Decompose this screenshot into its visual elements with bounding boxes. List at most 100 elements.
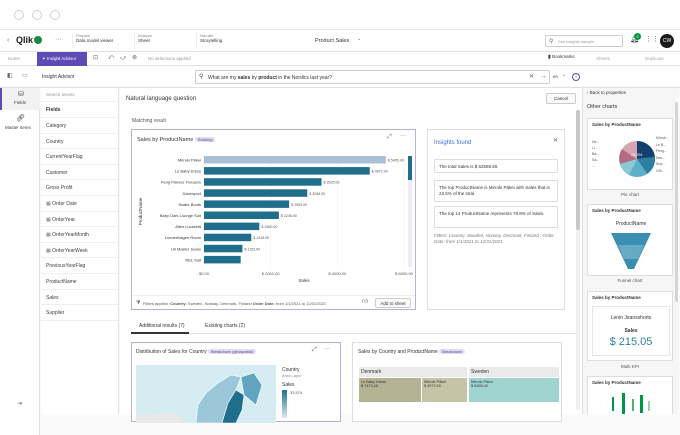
pie-label: Le B... <box>656 142 667 147</box>
multi-kpi-card[interactable]: Sales by ProductName Lenin Jeansshorts S… <box>587 291 673 361</box>
insight-advisor-label: Insight Advisor <box>42 74 75 80</box>
window-close-dot[interactable] <box>14 10 24 20</box>
field-item[interactable]: Sales <box>41 290 118 306</box>
chevron-left-icon: ‹ <box>587 90 590 95</box>
info-icon[interactable]: i <box>572 73 580 81</box>
expand-icon[interactable]: ⤢ <box>387 134 392 140</box>
matching-chart-card[interactable]: Sales by ProductName Ranking ⤢ ··· $0.00… <box>131 129 416 310</box>
field-item[interactable]: PreviousYearFlag <box>41 258 118 274</box>
back-to-properties-link[interactable]: ‹ Back to properties <box>587 90 626 95</box>
treemap-card[interactable]: Sales by Country and ProductName Breakdo… <box>352 342 562 422</box>
bell-icon[interactable]: 🔔︎ <box>630 36 639 43</box>
expand-icon[interactable]: ⤢ <box>312 347 317 353</box>
wordcloud-chart-card[interactable]: Sales by ProductName <box>587 376 673 414</box>
cancel-button[interactable]: Cancel <box>546 93 576 104</box>
field-item[interactable]: CurrentYearFlag <box>41 149 118 165</box>
right-panel-scrollbar[interactable] <box>675 102 678 302</box>
field-item[interactable]: ▦ OrderYear <box>41 212 118 228</box>
tab-existing-charts[interactable]: Existing charts (2) <box>205 323 246 329</box>
window-maximize-dot[interactable] <box>50 10 60 20</box>
matching-result-label: Matching result <box>132 118 166 124</box>
field-item[interactable]: Customer <box>41 165 118 181</box>
step-forward-icon[interactable]: ⤻ <box>120 55 127 61</box>
apps-grid-icon[interactable]: ⋮⋮ <box>645 36 659 43</box>
chevron-down-icon[interactable]: ⌄ <box>562 72 567 78</box>
insight-advisor-toggle[interactable]: ✦ Insight Advisor <box>37 52 87 66</box>
toggle-assets-icon[interactable]: ▭ <box>22 73 28 79</box>
bar <box>204 211 279 219</box>
nav-prepare[interactable]: Prepare Data model viewer <box>72 33 132 49</box>
pie-card-title: Sales by ProductName <box>592 122 641 127</box>
chevron-down-icon[interactable]: ⌄ <box>357 36 362 42</box>
main-scrollbar[interactable] <box>576 110 580 410</box>
treemap-cell[interactable]: Mirroki Päkei $ 4972.00 <box>422 378 467 402</box>
distribution-card[interactable]: Distribution of Sales for Country Breakd… <box>131 342 341 423</box>
query-text-pre: What are my <box>208 75 238 81</box>
nav-analyze[interactable]: Analyze Sheet <box>134 33 194 49</box>
sheets-button[interactable]: Sheets <box>596 56 611 61</box>
field-item[interactable]: Gross Profit <box>41 180 118 196</box>
nav-prepare-label: Prepare <box>76 33 91 38</box>
add-to-sheet-button[interactable]: Add to sheet <box>375 298 411 308</box>
field-item-label: Supplier <box>46 310 65 317</box>
insight-search-input[interactable]: ⚲ See insights sample <box>545 35 623 47</box>
other-charts-panel: ‹ Back to properties Other charts Sales … <box>582 88 678 414</box>
submit-arrow-icon[interactable]: → <box>540 73 547 80</box>
close-icon[interactable]: ✕ <box>553 138 559 144</box>
notes-button[interactable]: Notes <box>8 56 20 61</box>
duplicate-button[interactable]: Duplicate <box>645 56 664 61</box>
insight-advisor-toggle-label: Insight Advisor <box>47 56 77 61</box>
treemap-cell[interactable]: Le Baby Dress $ 7473.46 <box>359 378 421 402</box>
thumbs-up-icon[interactable]: 👍︎ <box>362 299 369 305</box>
main-scrollbar-thumb[interactable] <box>576 110 580 230</box>
funnel-chart-card[interactable]: Sales by ProductName ProductName <box>587 204 673 276</box>
user-avatar[interactable]: CW <box>660 34 674 48</box>
back-arrow-icon[interactable]: ‹ <box>7 37 10 44</box>
rail-fields-tab[interactable]: ⛁ Fields <box>0 88 40 110</box>
field-item-label: CurrentYearFlag <box>46 154 83 161</box>
distribution-title-row: Distribution of Sales for Country Breakd… <box>136 349 257 355</box>
more-icon[interactable]: ··· <box>324 346 330 352</box>
x-tick-label: $ 6000.00 <box>395 271 414 276</box>
qlik-logo[interactable]: Qlik <box>16 35 46 47</box>
breakdown-badge: Breakdown <box>439 349 466 354</box>
more-icon[interactable]: ··· <box>55 36 62 43</box>
more-icon[interactable]: ··· <box>400 133 406 139</box>
treemap-cell-value: $ 5455.00 <box>471 384 488 388</box>
treemap-cell[interactable]: Mirroki Päkei $ 5455.00 <box>469 378 559 402</box>
treemap-title: Sales by Country and ProductName <box>358 349 438 355</box>
pie-chart-card[interactable]: Sales by ProductName 23.5% Mirrok... Le … <box>587 118 673 190</box>
database-icon: ⛁ <box>18 91 24 98</box>
x-tick-label: $ 2000.00 <box>262 271 281 276</box>
field-search-input[interactable]: Search assets <box>41 88 118 102</box>
rail-master-items-tab[interactable]: 🔗︎ Master items <box>0 112 40 134</box>
smart-search-icon[interactable]: ⊡ <box>93 55 99 61</box>
language-select[interactable]: en <box>553 74 559 79</box>
field-item[interactable]: ProductName <box>41 274 118 290</box>
step-back-icon[interactable]: ⤺ <box>108 55 115 61</box>
toggle-left-panel-icon[interactable]: ◧ <box>7 73 13 79</box>
window-minimize-dot[interactable] <box>32 10 42 20</box>
map-region-finland <box>240 372 263 406</box>
pie-label: Sna... <box>656 162 666 166</box>
bookmarks-button[interactable]: ▮ Bookmarks <box>548 54 590 64</box>
clear-selections-icon[interactable]: ⊗ <box>132 55 138 61</box>
nav-narrate-value: Storytelling <box>200 38 223 43</box>
field-item[interactable]: Country <box>41 134 118 150</box>
tab-additional-results[interactable]: Additional results (7) <box>139 323 185 329</box>
map-area[interactable] <box>136 365 276 423</box>
clear-query-icon[interactable]: ✕ <box>529 74 535 80</box>
field-item[interactable]: Supplier <box>41 305 118 321</box>
collapse-panel-icon[interactable]: ⇥ <box>17 401 23 407</box>
legend-scale: 33,574 <box>282 388 337 418</box>
field-item-label: Order Date <box>52 200 77 207</box>
field-item[interactable]: Category <box>41 118 118 134</box>
pie-right-labels: Mirrok... Le B... Feng... Dav... Sna... … <box>656 135 669 174</box>
question-input[interactable]: ⚲ What are my sales by product in the No… <box>195 70 550 84</box>
field-item[interactable]: ▦ OrderYearWeek <box>41 243 118 259</box>
nav-narrate[interactable]: Narrate Storytelling <box>196 33 256 49</box>
pie-slice <box>629 159 647 177</box>
field-item[interactable]: ▦ Order Date <box>41 196 118 212</box>
field-item[interactable]: ▦ OrderYearMonth <box>41 227 118 243</box>
chart-footer: ⧩ Filters applied: Country: Sweden, Norw… <box>132 295 415 310</box>
